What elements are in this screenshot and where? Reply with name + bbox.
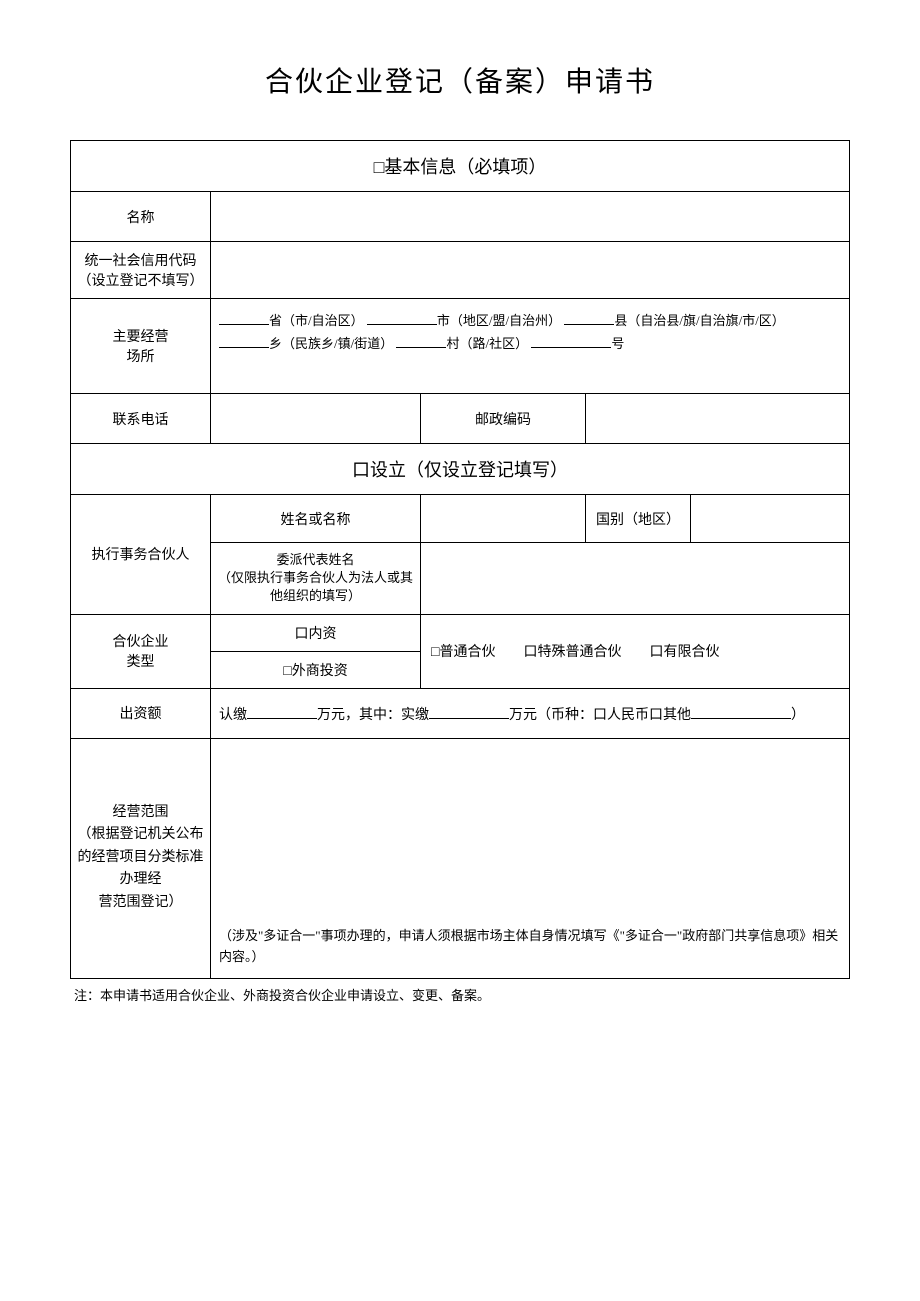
- checkbox-general[interactable]: □普通合伙: [431, 645, 495, 660]
- application-form: □基本信息（必填项） 名称 统一社会信用代码（设立登记不填写） 主要经营 场所 …: [70, 140, 850, 979]
- label-main-place-1: 主要经营: [77, 326, 204, 346]
- addr-part2: 市（地区/盟/自治州）: [437, 313, 561, 328]
- label-nationality: 国别（地区）: [586, 495, 691, 543]
- label-name-or-title: 姓名或名称: [211, 495, 421, 543]
- label-delegate-note: （仅限执行事务合伙人为法人或其他组织的填写）: [217, 569, 414, 605]
- label-main-place-2: 场所: [77, 346, 204, 366]
- field-name-or-title[interactable]: [421, 495, 586, 543]
- label-ent-type-2: 类型: [77, 651, 204, 671]
- field-phone[interactable]: [211, 394, 421, 444]
- field-name[interactable]: [211, 192, 850, 242]
- field-capital[interactable]: 认缴 万元，其中：实缴 万元（币种：口人民币口其他 ）: [211, 688, 850, 738]
- addr-part5: 村（路/社区）: [446, 336, 528, 351]
- checkbox-foreign[interactable]: □外商投资: [211, 651, 421, 688]
- checkbox-limited[interactable]: 口有限合伙: [649, 645, 719, 660]
- label-exec-partner: 执行事务合伙人: [71, 495, 211, 615]
- capital-prefix: 认缴: [219, 708, 247, 723]
- field-postcode[interactable]: [586, 394, 850, 444]
- label-scope: 经营范围 （根据登记机关公布的经营项目分类标准办理经 营范围登记）: [71, 738, 211, 978]
- capital-suffix1: 万元（币种：口人民币口其他: [509, 708, 691, 723]
- field-partner-type[interactable]: □普通合伙 口特殊普通合伙 口有限合伙: [421, 614, 850, 688]
- label-postcode: 邮政编码: [421, 394, 586, 444]
- section-establish-header: 口设立（仅设立登记填写）: [71, 444, 850, 495]
- checkbox-domestic[interactable]: 口内资: [211, 614, 421, 651]
- scope-footnote: （涉及"多证合一"事项办理的，申请人须根据市场主体自身情况填写《"多证合一"政府…: [219, 926, 841, 968]
- field-delegate[interactable]: [421, 543, 850, 615]
- label-name: 名称: [71, 192, 211, 242]
- label-scope-note2: 营范围登记）: [77, 892, 204, 914]
- addr-part3: 县（自治县/旗/自治旗/市/区）: [614, 313, 784, 328]
- label-credit-code: 统一社会信用代码（设立登记不填写）: [71, 242, 211, 299]
- form-footnote: 注：本申请书适用合伙企业、外商投资合伙企业申请设立、变更、备案。: [70, 985, 850, 1004]
- field-nationality[interactable]: [691, 495, 850, 543]
- label-delegate: 委派代表姓名 （仅限执行事务合伙人为法人或其他组织的填写）: [211, 543, 421, 615]
- capital-mid: 万元，其中：实缴: [317, 708, 429, 723]
- field-scope[interactable]: （涉及"多证合一"事项办理的，申请人须根据市场主体自身情况填写《"多证合一"政府…: [211, 738, 850, 978]
- addr-part4: 乡（民族乡/镇/街道）: [269, 336, 393, 351]
- page-title: 合伙企业登记（备案）申请书: [70, 60, 850, 100]
- field-credit-code[interactable]: [211, 242, 850, 299]
- addr-part6: 号: [611, 336, 624, 351]
- label-phone: 联系电话: [71, 394, 211, 444]
- label-capital: 出资额: [71, 688, 211, 738]
- label-main-place: 主要经营 场所: [71, 299, 211, 394]
- addr-part1: 省（市/自治区）: [269, 313, 364, 328]
- label-ent-type-1: 合伙企业: [77, 631, 204, 651]
- section-basic-header: □基本信息（必填项）: [71, 141, 850, 192]
- checkbox-special[interactable]: 口特殊普通合伙: [523, 645, 621, 660]
- label-delegate-name: 委派代表姓名: [217, 551, 414, 569]
- label-ent-type: 合伙企业 类型: [71, 614, 211, 688]
- label-scope-note1: （根据登记机关公布的经营项目分类标准办理经: [77, 824, 204, 891]
- label-scope-title: 经营范围: [77, 802, 204, 824]
- field-address[interactable]: 省（市/自治区） 市（地区/盟/自治州） 县（自治县/旗/自治旗/市/区） 乡（…: [211, 299, 850, 394]
- capital-suffix2: ）: [791, 708, 805, 723]
